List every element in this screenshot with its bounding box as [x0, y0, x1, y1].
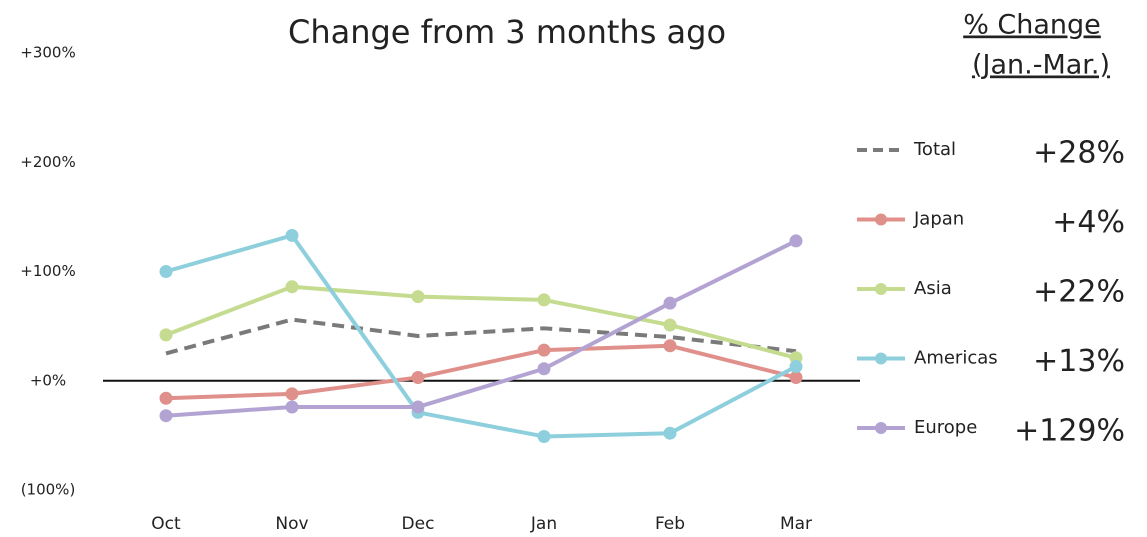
x-tick-label: Nov: [275, 514, 308, 533]
point: [411, 400, 425, 414]
x-tick-label: Dec: [402, 514, 435, 533]
x-tick-label: Feb: [655, 514, 685, 533]
point: [663, 296, 677, 310]
change-label: +4%: [1052, 205, 1125, 240]
x-tick-label: Mar: [780, 514, 812, 533]
point: [411, 290, 425, 304]
y-tick-label: +200%: [20, 153, 75, 171]
change-label: +28%: [1033, 136, 1125, 171]
point: [411, 370, 425, 384]
point: [537, 293, 551, 307]
legend-label: Total: [913, 139, 956, 160]
point: [159, 265, 173, 278]
point: [285, 400, 299, 414]
y-tick-label: +300%: [20, 44, 75, 62]
series-line: [165, 317, 797, 356]
change-label: +22%: [1033, 275, 1125, 310]
point: [537, 429, 551, 443]
y-tick-label: +100%: [20, 262, 75, 280]
y-tick-label: +0%: [30, 371, 66, 389]
point: [285, 228, 299, 242]
x-tick-label: Jan: [530, 514, 557, 533]
point: [537, 362, 551, 376]
x-tick-label: Oct: [151, 514, 181, 533]
legend-marker: [875, 352, 887, 365]
y-tick-label: (100%): [21, 481, 76, 499]
legend-marker: [875, 283, 887, 295]
legend-label: Europe: [914, 417, 977, 438]
point: [663, 339, 677, 353]
series-line: [165, 233, 797, 439]
point: [285, 280, 299, 294]
legend-marker: [875, 422, 887, 434]
side-header: % Change: [963, 10, 1101, 41]
legend-label: Asia: [914, 278, 952, 299]
point: [663, 426, 677, 440]
point: [663, 318, 677, 332]
series-line: [165, 343, 797, 401]
point: [789, 234, 803, 248]
point: [789, 370, 803, 384]
chart-title: Change from 3 months ago: [288, 13, 726, 51]
legend-label: Japan: [913, 209, 964, 230]
series-line: [165, 284, 797, 360]
series-line: [165, 239, 797, 418]
point: [285, 387, 299, 401]
side-header: (Jan.-Mar.): [972, 50, 1110, 81]
change-label: +13%: [1033, 344, 1125, 379]
legend-marker: [875, 213, 887, 226]
change-label: +129%: [1014, 414, 1125, 449]
legend-label: Americas: [914, 348, 998, 369]
point: [789, 360, 803, 374]
point: [159, 328, 173, 342]
point: [537, 343, 551, 357]
point: [159, 409, 173, 423]
point: [159, 391, 173, 405]
